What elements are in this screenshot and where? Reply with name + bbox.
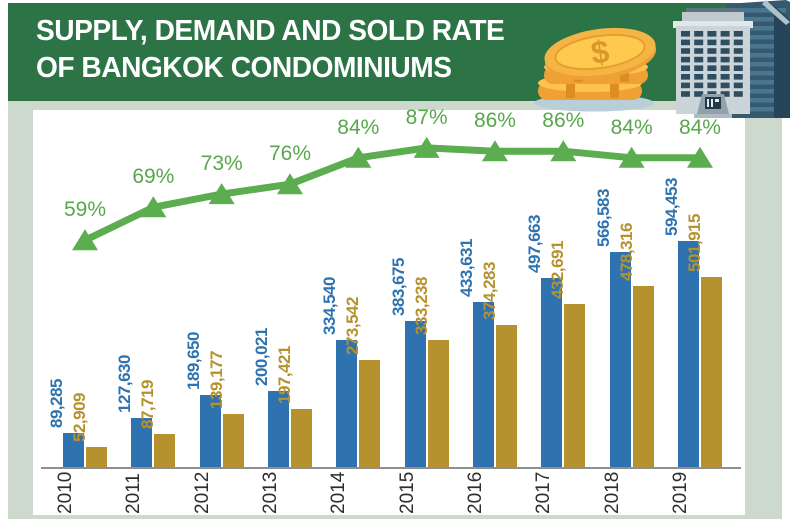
sold-bar-2015: [427, 340, 449, 467]
sold-rate-label-2013: 76%: [268, 142, 311, 166]
chart-panel: 89,285 52,909 2010 59% 127,630 87,719 2011 69% 1…: [33, 106, 745, 515]
supply-bar-2019: [677, 241, 699, 467]
title-line-1: SUPPLY, DEMAND AND SOLD RATE: [36, 15, 505, 47]
sold-rate-marker: [550, 140, 577, 162]
supply-bar-2011: [131, 418, 153, 467]
sold-rate-label-2019: 84%: [678, 115, 721, 139]
sold-bar-2019: [700, 277, 722, 467]
sold-rate-marker: [413, 136, 440, 158]
sold-rate-label-2016: 86%: [473, 109, 516, 133]
supply-bar-2015: [404, 321, 426, 467]
supply-bar-2013: [267, 390, 289, 467]
supply-bar-2010: [63, 433, 84, 467]
svg-text:$: $: [589, 33, 612, 71]
sold-bar-2011: [154, 433, 176, 467]
sold-bar-2018: [632, 286, 654, 467]
sold-rate-marker: [72, 229, 98, 251]
gold-coins-dollar-icon: $: [534, 27, 657, 112]
sold-rate-label-2017: 86%: [542, 109, 585, 133]
sold-bar-2013: [290, 409, 312, 467]
supply-bar-2018: [609, 251, 631, 467]
sold-rate-marker: [686, 146, 713, 168]
sold-bar-2010: [86, 446, 107, 467]
sold-rate-line: [72, 136, 713, 251]
sold-rate-label-2011: 69%: [132, 165, 175, 189]
sold-rate-label-2012: 73%: [200, 152, 243, 176]
sold-rate-marker: [276, 173, 303, 195]
sold-bar-2014: [359, 360, 381, 467]
sold-rate-label-2010: 59%: [63, 198, 107, 222]
supply-bar-2017: [541, 277, 563, 467]
supply-bar-2012: [199, 394, 221, 467]
supply-bar-2014: [336, 339, 358, 467]
sold-bar-2016: [495, 325, 517, 467]
sold-bar-2017: [564, 304, 586, 467]
sold-rate-marker: [140, 196, 167, 218]
sold-rate-marker: [618, 146, 645, 168]
sold-bar-2012: [222, 414, 244, 467]
supply-bar-2016: [472, 302, 494, 467]
sold-rate-marker: [345, 146, 372, 168]
sold-rate-label-2014: 84%: [337, 115, 380, 139]
sold-rate-label-2018: 84%: [610, 115, 653, 139]
page-title: SUPPLY, DEMAND AND SOLD RATE OF BANGKOK …: [36, 13, 505, 87]
title-line-2: OF BANGKOK CONDOMINIUMS: [36, 52, 452, 84]
sold-rate-marker: [208, 183, 235, 205]
x-axis-line: [41, 467, 741, 469]
condominium-buildings-icon: [673, 0, 790, 118]
sold-rate-label-2015: 87%: [405, 105, 448, 129]
sold-rate-marker: [481, 140, 508, 162]
